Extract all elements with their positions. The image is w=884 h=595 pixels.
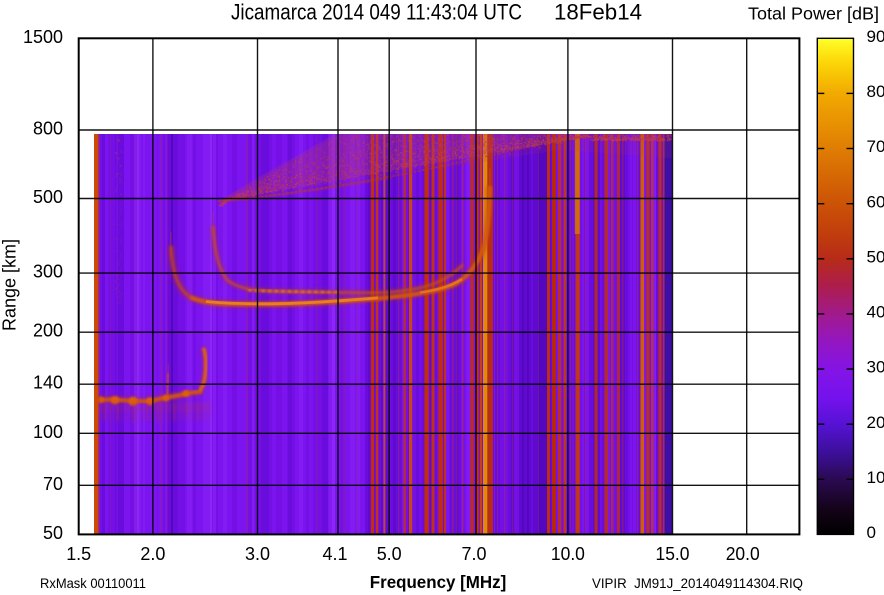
svg-text:70: 70: [867, 137, 884, 156]
svg-text:Total Power [dB]: Total Power [dB]: [748, 4, 879, 24]
svg-text:50: 50: [43, 523, 63, 543]
svg-text:3.0: 3.0: [245, 544, 270, 564]
svg-text:10.0: 10.0: [551, 544, 585, 564]
svg-text:Range [km]: Range [km]: [0, 239, 20, 331]
svg-text:80: 80: [867, 82, 884, 101]
svg-text:5.0: 5.0: [377, 544, 402, 564]
svg-text:20: 20: [867, 413, 884, 432]
svg-text:18Feb14: 18Feb14: [554, 0, 642, 25]
svg-text:1500: 1500: [23, 27, 63, 47]
svg-text:VIPIR JM91J_2014049114304.RIQ: VIPIR JM91J_2014049114304.RIQ: [592, 575, 803, 591]
svg-text:20.0: 20.0: [726, 544, 760, 564]
svg-text:0: 0: [867, 523, 877, 542]
svg-text:90: 90: [867, 27, 884, 46]
svg-text:7.0: 7.0: [462, 544, 487, 564]
svg-text:Jicamarca 2014 049 11:43:04 UT: Jicamarca 2014 049 11:43:04 UTC: [231, 0, 522, 25]
svg-text:50: 50: [867, 248, 884, 267]
svg-text:70: 70: [43, 474, 63, 494]
svg-text:30: 30: [867, 358, 884, 377]
svg-text:10: 10: [867, 468, 884, 487]
svg-text:800: 800: [33, 119, 63, 139]
svg-text:2.0: 2.0: [140, 544, 165, 564]
svg-text:4.1: 4.1: [323, 544, 348, 564]
svg-text:300: 300: [33, 262, 63, 282]
svg-text:40: 40: [867, 303, 884, 322]
svg-text:Frequency [MHz]: Frequency [MHz]: [370, 572, 507, 592]
svg-text:15.0: 15.0: [656, 544, 690, 564]
svg-text:60: 60: [867, 192, 884, 211]
svg-text:140: 140: [33, 373, 63, 393]
svg-text:RxMask 00110011: RxMask 00110011: [40, 575, 146, 591]
svg-text:100: 100: [33, 422, 63, 442]
svg-text:500: 500: [33, 187, 63, 207]
svg-text:200: 200: [33, 321, 63, 341]
svg-text:1.5: 1.5: [66, 544, 91, 564]
